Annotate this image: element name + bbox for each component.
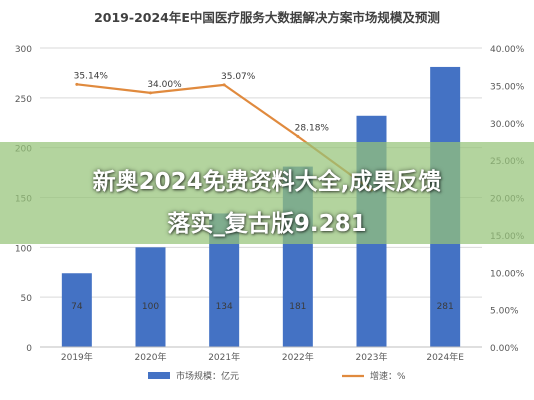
line-data-label: 35.14% <box>74 71 109 81</box>
banner-subheadline: 落实_复古版9.281 <box>167 211 367 237</box>
x-axis: 2019年 2020年 2021年 2022年 2023年 2024年E <box>40 346 482 363</box>
y-tick-label-right: 0.00% <box>490 344 519 354</box>
line-point <box>222 83 226 87</box>
y-tick-label-right: 5.00% <box>490 307 519 317</box>
watermark-banner <box>0 142 534 244</box>
line-data-label: 28.18% <box>295 123 330 133</box>
bar-data-labels: 74 100 134 181 281 <box>71 302 454 312</box>
bar-data-label: 181 <box>289 302 306 312</box>
y-tick-label-right: 35.00% <box>490 82 525 92</box>
y-tick-label-left: 50 <box>21 294 33 304</box>
y-tick-label-left: 100 <box>15 244 32 254</box>
y-tick-label-right: 30.00% <box>490 120 525 130</box>
x-tick-label: 2023年 <box>356 351 388 363</box>
line-point <box>75 82 79 86</box>
line-point <box>296 134 300 138</box>
x-tick-label: 2021年 <box>208 351 240 363</box>
bar-data-label: 134 <box>216 302 233 312</box>
bar-data-label: 281 <box>437 302 454 312</box>
bar-data-label: 100 <box>142 302 159 312</box>
line-data-label: 35.07% <box>221 72 256 82</box>
y-tick-label-right: 10.00% <box>490 269 525 279</box>
x-tick-label: 2019年 <box>61 351 93 363</box>
bar <box>61 273 92 347</box>
line-data-labels: 35.14% 34.00% 35.07% 28.18% <box>74 71 330 133</box>
bar <box>135 247 166 347</box>
x-tick-label: 2022年 <box>282 351 314 363</box>
x-tick-label: 2024年E <box>426 351 464 363</box>
x-tick-label: 2020年 <box>135 351 167 363</box>
legend: 市场规模：亿元 增速：% <box>148 370 406 382</box>
bar-data-label: 74 <box>71 302 83 312</box>
legend-bar-swatch <box>148 372 170 379</box>
banner-headline: 新奥2024免费资料大全,成果反馈 <box>92 169 442 195</box>
y-tick-label-right: 40.00% <box>490 45 525 55</box>
y-tick-label-left: 300 <box>15 45 32 55</box>
y-tick-label-left: 250 <box>15 95 32 105</box>
chart-title: 2019-2024年E中国医疗服务大数据解决方案市场规模及预测 <box>94 10 440 25</box>
legend-line-label: 增速：% <box>370 370 406 382</box>
legend-bar-label: 市场规模：亿元 <box>176 370 239 382</box>
line-point <box>149 91 152 95</box>
y-tick-label-left: 0 <box>26 344 32 354</box>
line-data-label: 34.00% <box>147 80 182 90</box>
